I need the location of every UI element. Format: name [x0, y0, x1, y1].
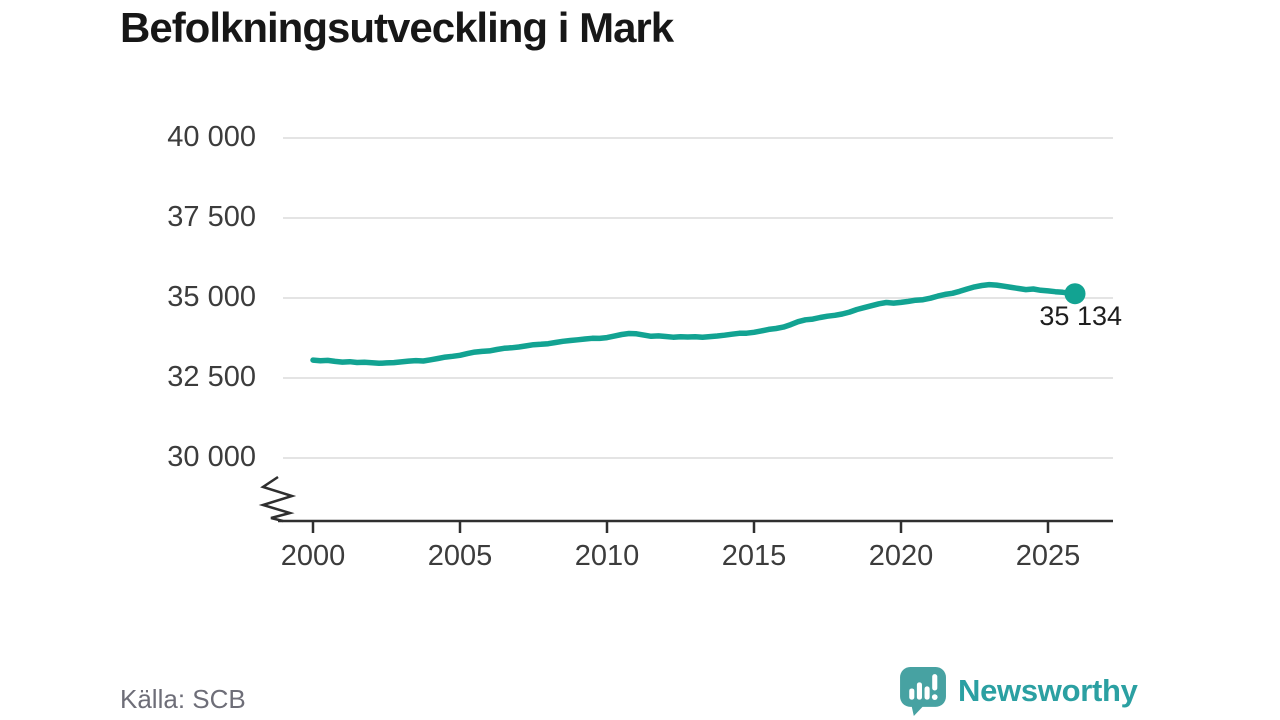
latest-value-dot	[1064, 283, 1086, 305]
axis-break-line	[258, 475, 297, 523]
x-axis-tick-label: 2020	[868, 540, 934, 572]
x-axis-tick-label: 2010	[574, 540, 640, 572]
chart-title: Befolkningsutveckling i Mark	[120, 4, 674, 51]
gridlines	[283, 137, 1113, 459]
y-axis-tick-label: 37 500	[167, 201, 256, 233]
x-axis	[278, 519, 1113, 533]
population-line	[310, 281, 1078, 367]
end-value-label: 35 134	[1039, 301, 1122, 331]
axis-break-zigzag	[258, 475, 297, 523]
y-axis-tick-label: 35 000	[167, 281, 256, 313]
bar-small	[909, 688, 915, 700]
population-line-series	[310, 281, 1078, 367]
y-axis-tick-label: 30 000	[167, 441, 256, 473]
exclamation-dot	[931, 694, 938, 700]
bar-medium	[924, 686, 930, 700]
speech-bubble-shape	[900, 667, 946, 716]
bar-tall	[916, 682, 922, 700]
x-axis-tick-label: 2005	[427, 540, 493, 572]
x-axis-tick-label: 2000	[280, 540, 346, 572]
x-axis-tick-label: 2015	[721, 540, 787, 572]
y-axis-tick-label: 32 500	[167, 361, 256, 393]
source-label: Källa: SCB	[120, 684, 246, 714]
newsworthy-logo: Newsworthy	[898, 666, 1138, 716]
y-axis-tick-label: 40 000	[167, 121, 256, 153]
end-point-dot	[1064, 283, 1086, 305]
exclamation-bar	[932, 674, 938, 691]
x-axis-tick-label: 2025	[1015, 540, 1081, 572]
newsworthy-logo-icon	[900, 667, 946, 716]
newsworthy-logo-text: Newsworthy	[958, 673, 1138, 708]
